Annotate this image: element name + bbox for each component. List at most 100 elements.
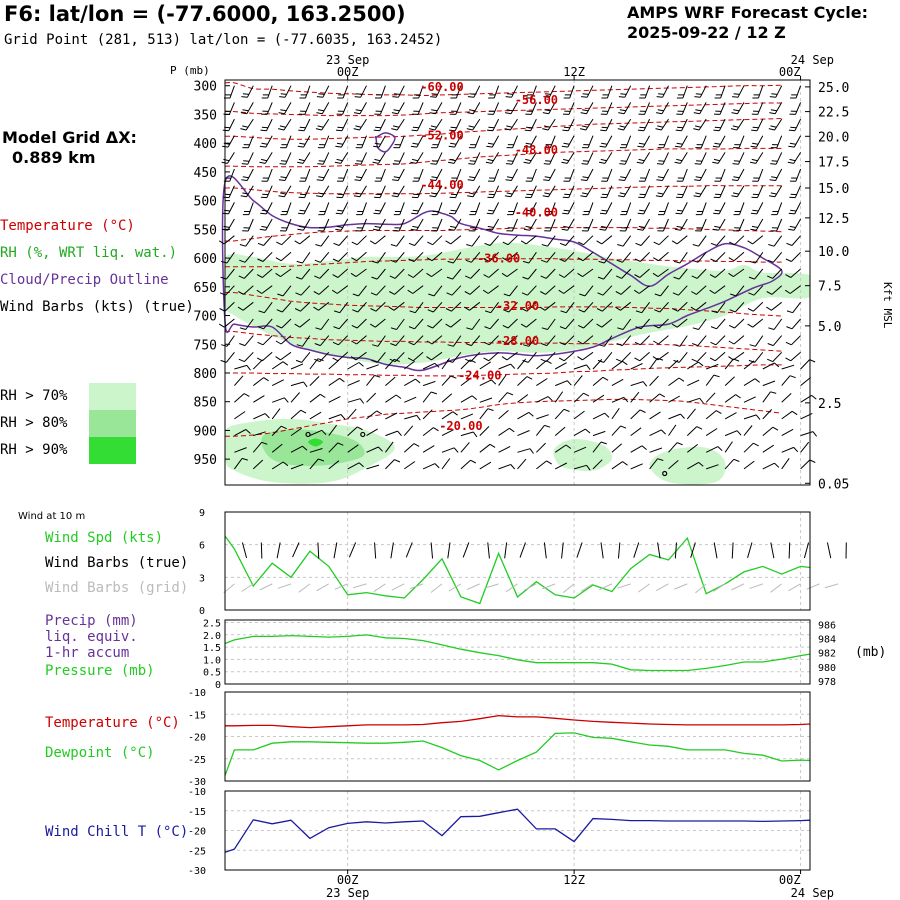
- wind-barb: [597, 351, 613, 363]
- wind-barb: [762, 362, 780, 370]
- wind-barb: [750, 135, 764, 148]
- wind-barb: [554, 408, 570, 420]
- grid-wind-barb: [277, 583, 292, 589]
- grid-wind-barb: [674, 583, 688, 590]
- wind-barb: [577, 251, 594, 262]
- wind-barb: [277, 118, 292, 131]
- wind-barb: [315, 318, 330, 330]
- wind-barb: [290, 409, 307, 420]
- wind-barb: [290, 363, 304, 370]
- wind-barb: [290, 381, 308, 388]
- wind-barb: [347, 398, 365, 404]
- wind-barb: [517, 458, 527, 470]
- wind-barb: [407, 285, 424, 294]
- legend-cloud: Cloud/Precip Outline: [0, 272, 169, 288]
- wind-barb: [597, 268, 613, 280]
- wind-barb: [785, 335, 801, 346]
- isotherm-line: [225, 330, 782, 352]
- wind-barb: [276, 301, 292, 313]
- wind-barb: [770, 135, 783, 149]
- wind-barb: [241, 152, 254, 165]
- height-tick-label: 5.0: [818, 320, 841, 335]
- wind-barb: [504, 118, 518, 131]
- pressure-tick-label: 986: [818, 620, 836, 631]
- isotherm-line: [225, 185, 782, 195]
- wind-barb: [637, 218, 651, 231]
- grid-wind-barb: [373, 583, 386, 593]
- wind-barb: [408, 235, 424, 246]
- height-tick-label: 0.05: [818, 477, 849, 492]
- wind-barb: [582, 135, 594, 149]
- wind-barb: [592, 394, 605, 403]
- grid-wind-barb: [824, 583, 839, 589]
- isotherm-line: [225, 258, 782, 268]
- wind-barb: [393, 202, 405, 216]
- wind-barb: [335, 135, 349, 148]
- wind-barb: [466, 118, 481, 131]
- wind-barb: [787, 152, 802, 164]
- wind-barb: [655, 185, 669, 198]
- wind-barb: [261, 85, 273, 99]
- wind-barb: [404, 414, 421, 421]
- wind-panel-frame: [224, 511, 811, 611]
- wind-barb: [351, 335, 367, 345]
- wind-barb: [275, 351, 292, 361]
- wind-barb: [328, 424, 337, 436]
- wind-barb: [430, 218, 443, 232]
- wind-barb: [353, 118, 367, 131]
- wind-barb: [221, 218, 235, 231]
- wind-barb: [751, 185, 764, 199]
- wind-barb: [317, 135, 330, 149]
- wind-barb: [562, 202, 575, 215]
- wind-barb: [445, 301, 462, 312]
- wind-barb: [253, 431, 266, 437]
- wind-barb: [389, 268, 405, 279]
- wind-barb: [517, 430, 530, 437]
- wind-barb: [404, 396, 417, 403]
- grid-wind-barb: [541, 583, 556, 590]
- wind-barb: [600, 185, 613, 199]
- grid-wind-barb: [770, 583, 782, 593]
- isotherm-line: [225, 364, 782, 377]
- wind-barb: [256, 351, 273, 362]
- rh80-region: [261, 429, 365, 466]
- wind-barb: [221, 252, 235, 264]
- wind-barb: [347, 380, 360, 387]
- wind-barb: [768, 318, 783, 330]
- grid-wind-barb: [806, 583, 820, 590]
- pressure-tick-label: 950: [194, 453, 217, 468]
- wind-barb: [447, 335, 462, 347]
- wind-barb: [762, 380, 776, 387]
- wind-barb: [318, 202, 330, 216]
- surface-wind-barb: [561, 542, 564, 559]
- wind-barb: [800, 394, 817, 403]
- wind-barb: [259, 152, 273, 164]
- wind-barb: [521, 285, 537, 296]
- wind-barb: [600, 118, 613, 132]
- surface-wind-barb: [633, 542, 640, 558]
- wind-barb: [786, 301, 801, 314]
- wind-barb: [240, 118, 254, 131]
- wind-barb: [542, 102, 556, 115]
- wind-barb: [271, 361, 289, 370]
- wind-barb: [484, 302, 499, 314]
- wind-barb: [762, 409, 773, 420]
- wind-barb: [653, 235, 669, 246]
- wind-barb: [786, 318, 801, 330]
- wind-barb: [411, 185, 424, 199]
- wind-barb: [781, 446, 799, 453]
- wind-barb: [441, 458, 451, 470]
- wind-barb: [524, 202, 537, 215]
- wind-barb: [710, 318, 726, 330]
- wind-barb: [577, 268, 594, 278]
- wind-chill-tick-label: -15: [188, 807, 206, 818]
- wind-barb: [298, 118, 311, 132]
- wind-barb: [656, 85, 669, 98]
- wind-barb: [762, 426, 779, 436]
- precip-tick-label: 2.0: [203, 631, 221, 642]
- wind-barb: [536, 396, 553, 403]
- wind-barb: [692, 318, 707, 330]
- wind-barb: [504, 185, 518, 198]
- wind-barb: [690, 301, 707, 311]
- wind-chill-label: Wind Chill T (°C): [45, 824, 188, 840]
